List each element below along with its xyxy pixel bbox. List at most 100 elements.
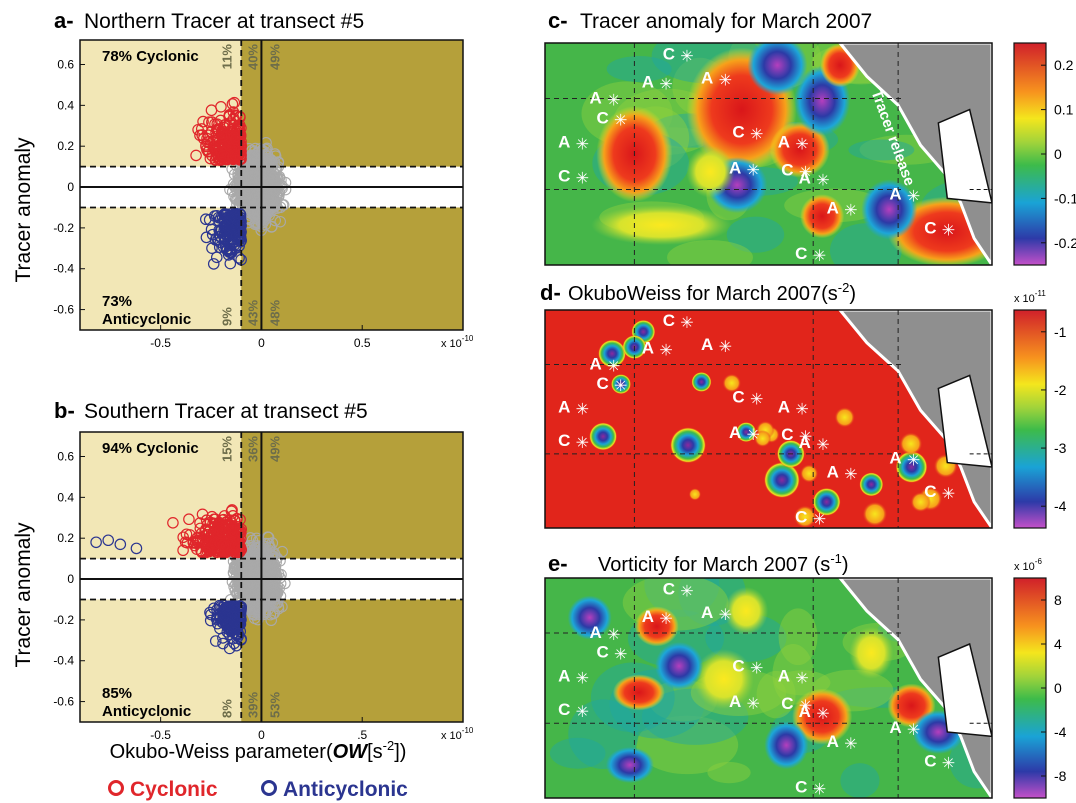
eddy-label-anticyclonic: A bbox=[589, 354, 601, 373]
eddy-label-anticyclonic: A bbox=[729, 692, 741, 711]
cyclonic-point bbox=[200, 546, 212, 559]
land-island bbox=[937, 374, 992, 468]
field-anomaly bbox=[849, 626, 894, 679]
cyclonic-point bbox=[204, 137, 217, 150]
x-tick-label: .5 bbox=[357, 728, 367, 742]
panel-d-letter: d- bbox=[540, 280, 561, 305]
field-anomaly bbox=[598, 339, 627, 368]
cyclonic-point bbox=[167, 517, 179, 529]
eddy-label-anticyclonic: A bbox=[889, 449, 901, 468]
eddy-center-marker: ✳ bbox=[816, 437, 829, 454]
colorbar bbox=[1014, 578, 1046, 798]
eddy-center-marker: ✳ bbox=[614, 378, 627, 395]
eddy-label-anticyclonic: A bbox=[729, 423, 741, 442]
field-anomaly bbox=[736, 422, 757, 443]
panel-e-letter: e- bbox=[548, 551, 568, 576]
field-anomaly bbox=[612, 674, 665, 711]
x-axis-label-unit: [s bbox=[367, 741, 383, 763]
panel-e-title: Vorticity for March 2007 (s-1) bbox=[598, 551, 849, 576]
percent-label-bottom: 48% bbox=[267, 300, 282, 326]
eddy-center-marker: ✳ bbox=[614, 647, 627, 664]
eddy-label-cyclonic: C bbox=[596, 643, 608, 662]
legend-cyclonic-label: Cyclonic bbox=[130, 778, 218, 801]
cyclonic-point bbox=[216, 140, 228, 153]
anticyclonic-point bbox=[233, 231, 246, 243]
eddy-center-marker: ✳ bbox=[907, 453, 920, 470]
eddy-center-marker: ✳ bbox=[799, 429, 812, 446]
x-tick-label: 0 bbox=[258, 336, 265, 350]
neutral-point bbox=[276, 545, 289, 558]
eddy-center-marker: ✳ bbox=[942, 486, 955, 503]
eddy-center-marker: ✳ bbox=[795, 136, 808, 153]
neutral-point bbox=[251, 576, 264, 588]
map-frame bbox=[544, 577, 993, 799]
panel-a-title: Northern Tracer at transect #5 bbox=[84, 10, 364, 33]
x-axis-label-symbol: OW bbox=[333, 741, 370, 763]
cyclonic-point bbox=[177, 544, 189, 557]
eddy-center-marker: ✳ bbox=[813, 511, 826, 528]
eddy-label-anticyclonic: A bbox=[589, 623, 601, 642]
x-tick-label: 0.5 bbox=[354, 336, 371, 350]
eddy-label-cyclonic: C bbox=[732, 657, 744, 676]
eddy-label-anticyclonic: A bbox=[778, 666, 790, 685]
legend-cyclonic-marker bbox=[108, 780, 124, 796]
plot-frame bbox=[79, 431, 464, 723]
eddy-label-cyclonic: C bbox=[663, 311, 675, 330]
eddy-center-marker: ✳ bbox=[576, 136, 589, 153]
neutral-point bbox=[234, 570, 247, 582]
cyclonic-point bbox=[194, 535, 207, 547]
eddy-label-anticyclonic: A bbox=[558, 398, 570, 417]
map-field: C ✳A ✳A ✳A ✳C ✳A ✳C ✳ A ✳C ✳ C ✳A ✳ A ✳A ✳A ✳C ✳C ✳ bbox=[545, 310, 992, 528]
eddy-label-cyclonic: C bbox=[732, 122, 744, 141]
cyclonic-point bbox=[194, 129, 206, 142]
cyclonic-point bbox=[191, 532, 203, 545]
cyclonic-point bbox=[229, 133, 242, 146]
anticyclonic-point bbox=[204, 614, 217, 627]
neutral-point bbox=[247, 161, 260, 173]
cyclonic-percent-label: 94% Cyclonic bbox=[102, 440, 199, 457]
eddy-center-marker: ✳ bbox=[813, 781, 826, 798]
colorbar bbox=[1014, 310, 1046, 528]
y-tick-label: 0.2 bbox=[57, 531, 74, 545]
field-anomaly bbox=[862, 501, 888, 527]
panel-d-title-pre: OkuboWeiss for March 2007(s bbox=[568, 283, 838, 305]
y-tick-label: -0.6 bbox=[53, 695, 74, 709]
panel-a: a- Northern Tracer at transect #5 0.6 0.4… bbox=[12, 8, 474, 350]
cyclonic-point bbox=[228, 96, 241, 109]
panel-a-letter: a- bbox=[54, 8, 74, 33]
map-field: C ✳A ✳A ✳A ✳C ✳A ✳C ✳ A ✳C ✳ C ✳A ✳ A ✳A ✳A ✳C ✳C ✳Tracer r… bbox=[545, 43, 992, 265]
eddy-center-marker: ✳ bbox=[576, 402, 589, 419]
colorbar-tick-label: -1 bbox=[1054, 324, 1067, 340]
panel-c-title: Tracer anomaly for March 2007 bbox=[580, 10, 872, 33]
map-field: C ✳A ✳A ✳A ✳C ✳A ✳C ✳ A ✳C ✳ C ✳A ✳ A ✳A ✳A ✳C ✳C ✳ bbox=[545, 578, 992, 798]
scatter-plot-a: 0.6 0.4 0.2 0 -0.2 -0.4 -0.6 -0.5 0 0.5 x 10-10 78%… bbox=[53, 39, 474, 350]
eddy-label-cyclonic: C bbox=[558, 431, 570, 450]
colorbar-tick-label: -4 bbox=[1054, 498, 1067, 514]
x-axis-label-end: ]) bbox=[394, 741, 406, 763]
y-tick-label: 0.6 bbox=[57, 450, 74, 464]
eddy-label-cyclonic: C bbox=[558, 166, 570, 185]
eddy-center-marker: ✳ bbox=[747, 696, 760, 713]
field-anomaly bbox=[764, 721, 809, 770]
neutral-point bbox=[258, 579, 270, 592]
neutral-point bbox=[265, 198, 278, 211]
field-anomaly bbox=[567, 595, 612, 640]
cyclonic-point bbox=[206, 116, 218, 128]
percent-label-bottom: 43% bbox=[245, 300, 260, 326]
cyclonic-point bbox=[183, 513, 195, 526]
field-anomaly bbox=[722, 373, 742, 393]
eddy-label-anticyclonic: A bbox=[642, 607, 654, 626]
field-anomaly bbox=[899, 432, 923, 456]
scatter-plot-b: 0.6 0.4 0.2 0 -0.2 -0.4 -0.6 -0.5 0 .5 x 10-10 94% … bbox=[53, 431, 474, 742]
percent-label-bottom: 8% bbox=[219, 699, 234, 718]
anticyclonic-point bbox=[90, 536, 102, 549]
panel-e-title-pre: Vorticity for March 2007 (s bbox=[598, 554, 830, 576]
cyclonic-point bbox=[196, 508, 209, 521]
eddy-center-marker: ✳ bbox=[844, 736, 857, 753]
eddy-label-cyclonic: C bbox=[924, 752, 936, 771]
field-anomaly bbox=[691, 371, 712, 392]
y-tick-label: 0.4 bbox=[57, 98, 74, 112]
map-e: C ✳A ✳A ✳A ✳C ✳A ✳C ✳ A ✳C ✳ C ✳A ✳ A ✳A ✳A ✳C ✳C ✳840-4-8x… bbox=[544, 557, 1067, 799]
field-anomaly bbox=[754, 430, 772, 448]
eddy-label-anticyclonic: A bbox=[558, 666, 570, 685]
